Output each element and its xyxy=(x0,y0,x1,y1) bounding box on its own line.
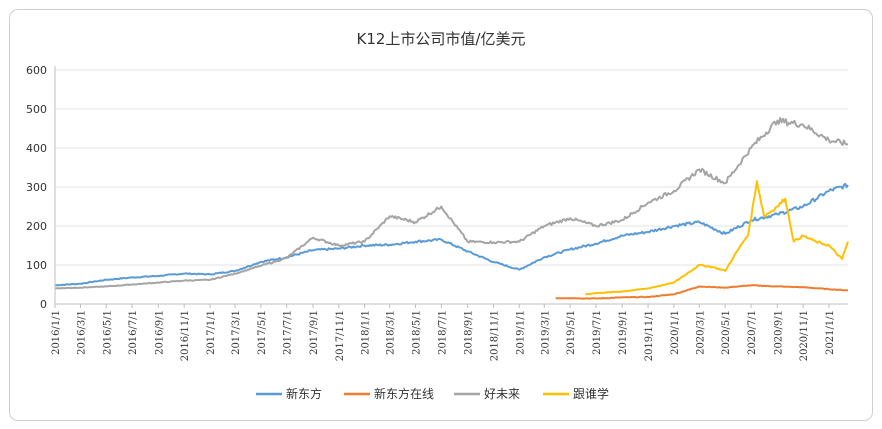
chart-frame xyxy=(9,9,873,421)
x-tick-label: 2016/1/1 xyxy=(51,310,62,355)
x-tick-label: 2017/1/1 xyxy=(206,310,217,355)
series-line-2 xyxy=(54,117,849,290)
x-tick-label: 2019/7/1 xyxy=(592,310,603,355)
series-line-1 xyxy=(555,284,849,300)
y-tick-label: 200 xyxy=(26,220,47,233)
y-tick-label: 600 xyxy=(26,64,47,77)
legend-label-1: 新东方在线 xyxy=(374,386,434,401)
x-tick-label: 2017/7/1 xyxy=(283,310,294,355)
x-tick-label: 2020/1/1 xyxy=(670,310,681,355)
x-tick-label: 2019/11/1 xyxy=(644,310,655,361)
x-tick-label: 2020/5/1 xyxy=(721,310,732,355)
x-tick-labels: 2016/1/1 2016/3/1 2016/5/1 2016/7/1 2016/9/1… xyxy=(51,304,836,361)
series-lines xyxy=(54,117,849,300)
x-tick-label: 2018/9/1 xyxy=(464,310,475,355)
x-tick-label: 2019/5/1 xyxy=(566,310,577,355)
y-tick-label: 100 xyxy=(26,259,47,272)
legend-label-2: 好未来 xyxy=(484,387,520,401)
y-gridlines xyxy=(55,69,848,266)
legend: 新东方 新东方在线 好未来 跟谁学 xyxy=(256,386,609,401)
x-tick-label: 2020/3/1 xyxy=(695,310,706,355)
x-tick-label: 2016/3/1 xyxy=(76,310,87,355)
x-tick-label: 2019/3/1 xyxy=(540,310,551,355)
chart-title: K12上市公司市值/亿美元 xyxy=(357,30,526,48)
x-tick-label: 2018/1/1 xyxy=(361,310,372,355)
y-tick-label: 300 xyxy=(26,181,47,194)
legend-label-3: 跟谁学 xyxy=(573,386,609,401)
series-line-0 xyxy=(54,182,849,287)
y-tick-label: 400 xyxy=(26,142,47,155)
x-tick-label: 2018/3/1 xyxy=(386,310,397,355)
x-tick-label: 2018/11/1 xyxy=(489,310,500,361)
x-tick-label: 2019/9/1 xyxy=(618,310,629,355)
y-tick-label: 500 xyxy=(26,103,47,116)
series-line-3 xyxy=(585,180,849,296)
x-tick-label: 2017/11/1 xyxy=(335,310,346,361)
x-tick-label: 2018/7/1 xyxy=(437,310,448,355)
x-tick-label: 2020/7/1 xyxy=(747,310,758,355)
x-tick-label: 2018/5/1 xyxy=(412,310,423,355)
x-tick-label: 2016/7/1 xyxy=(128,310,139,355)
x-tick-label: 2016/5/1 xyxy=(102,310,113,355)
x-tick-label: 2020/11/1 xyxy=(799,310,810,361)
x-tick-label: 2017/9/1 xyxy=(309,310,320,355)
x-tick-label: 2016/9/1 xyxy=(154,310,165,355)
x-tick-label: 2021/1/1 xyxy=(825,310,836,355)
x-tick-label: 2017/3/1 xyxy=(231,310,242,355)
axes xyxy=(54,66,848,305)
x-tick-label: 2019/1/1 xyxy=(515,310,526,355)
y-tick-labels: 0 100 200 300 400 500 600 xyxy=(26,64,47,311)
legend-label-0: 新东方 xyxy=(286,386,322,401)
x-tick-label: 2017/5/1 xyxy=(257,310,268,355)
x-tick-label: 2020/9/1 xyxy=(773,310,784,355)
y-tick-label: 0 xyxy=(40,298,47,311)
x-tick-label: 2016/11/1 xyxy=(180,310,191,361)
